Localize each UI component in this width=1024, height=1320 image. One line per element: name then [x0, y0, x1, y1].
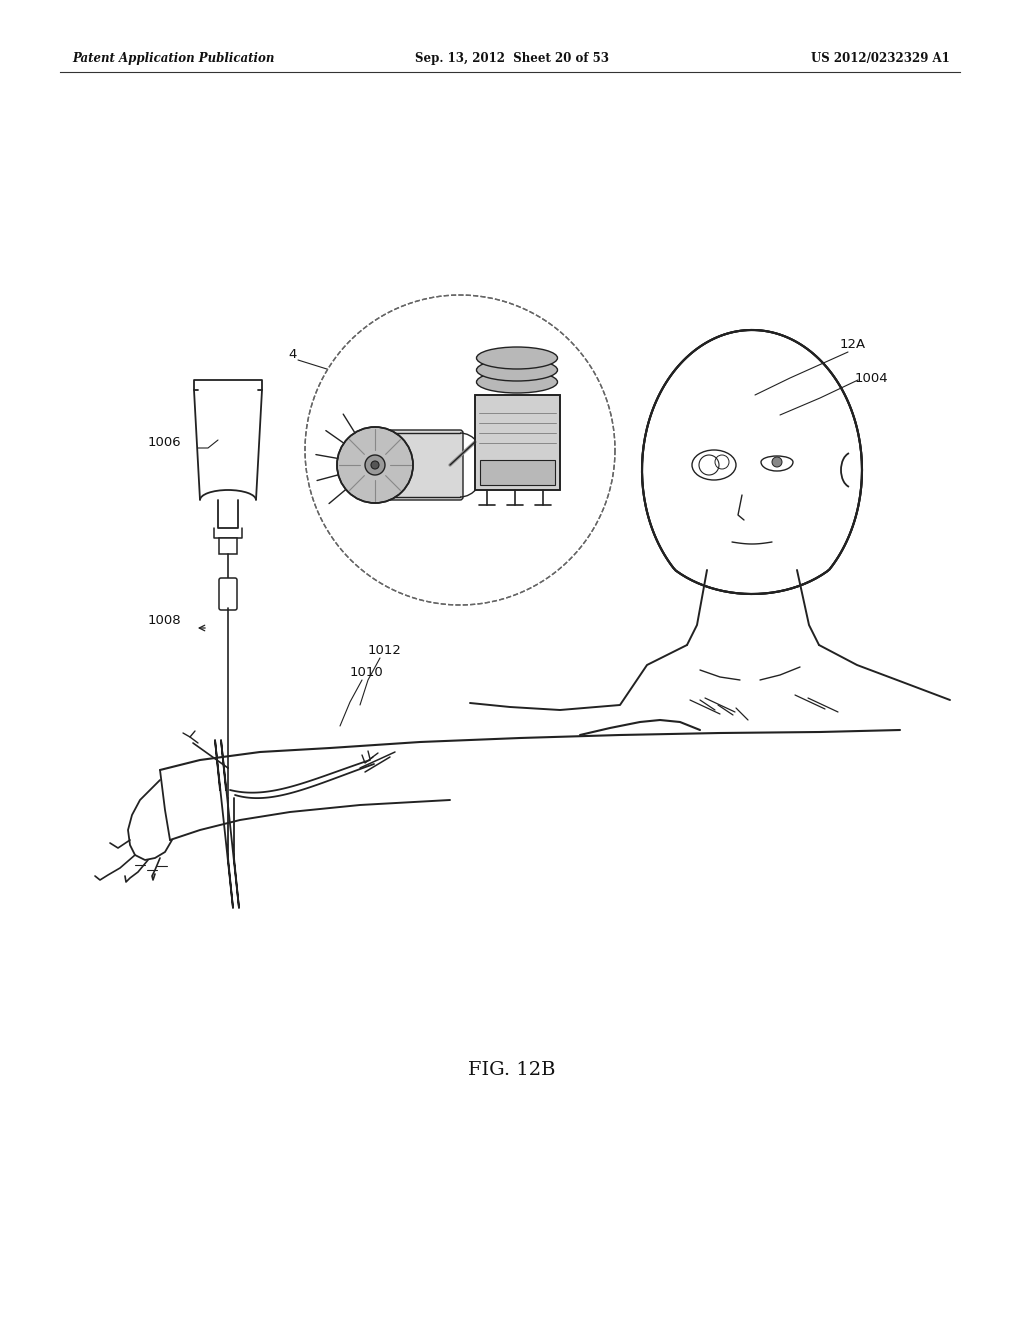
Bar	[475, 395, 560, 490]
Text: FIG. 12B: FIG. 12B	[468, 1061, 556, 1078]
Text: 12A: 12A	[840, 338, 866, 351]
Text: 1010: 1010	[350, 665, 384, 678]
Bar	[219, 539, 237, 554]
Circle shape	[371, 461, 379, 469]
Text: 1008: 1008	[148, 614, 181, 627]
Circle shape	[772, 457, 782, 467]
Bar	[475, 395, 560, 490]
Polygon shape	[642, 330, 862, 594]
Text: Sep. 13, 2012  Sheet 20 of 53: Sep. 13, 2012 Sheet 20 of 53	[415, 51, 609, 65]
FancyBboxPatch shape	[372, 430, 463, 500]
Text: 4: 4	[288, 348, 296, 362]
Circle shape	[337, 426, 413, 503]
Circle shape	[305, 294, 615, 605]
Text: US 2012/0232329 A1: US 2012/0232329 A1	[811, 51, 950, 65]
Circle shape	[365, 455, 385, 475]
Ellipse shape	[476, 371, 557, 393]
Bar	[480, 459, 555, 484]
Text: 1004: 1004	[855, 371, 889, 384]
Text: 1012: 1012	[368, 644, 401, 656]
FancyBboxPatch shape	[219, 578, 237, 610]
Text: Patent Application Publication: Patent Application Publication	[72, 51, 274, 65]
Ellipse shape	[476, 359, 557, 381]
Text: 1006: 1006	[148, 436, 181, 449]
Ellipse shape	[476, 347, 557, 370]
